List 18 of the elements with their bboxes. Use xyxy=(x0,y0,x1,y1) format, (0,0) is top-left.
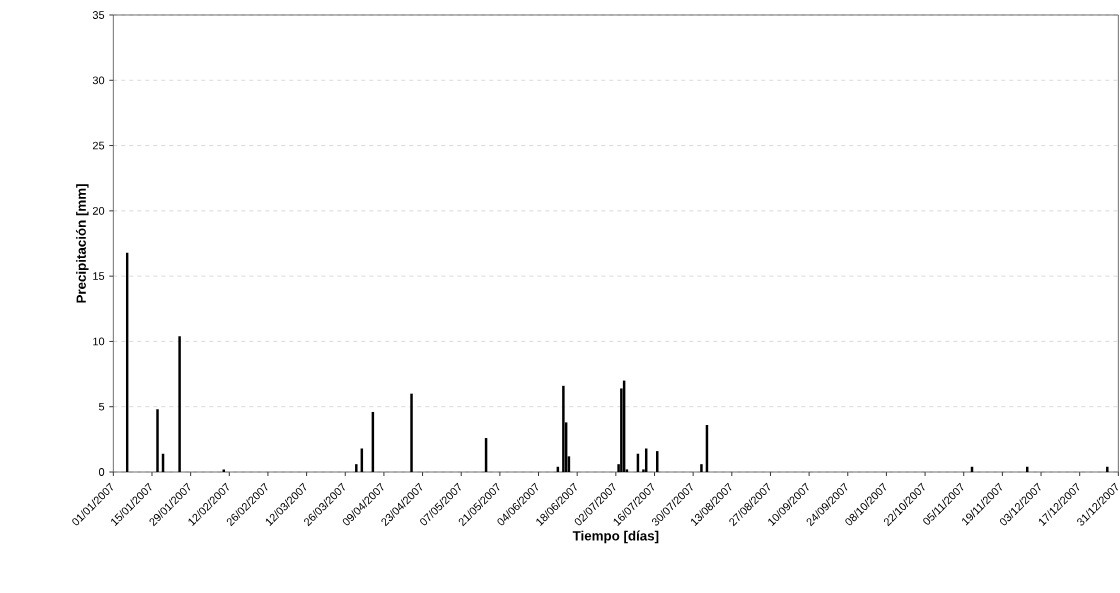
y-tick-label: 15 xyxy=(93,272,105,280)
y-tick-label: 5 xyxy=(98,402,105,411)
y-tick-label: 30 xyxy=(92,76,105,85)
bar xyxy=(410,393,413,472)
bar xyxy=(562,385,565,472)
y-tick-label: 25 xyxy=(92,141,105,150)
y-axis-title: Precipitación [mm] xyxy=(76,184,89,303)
bar xyxy=(1106,466,1109,472)
y-tick-label: 20 xyxy=(92,206,105,215)
x-axis-title: Tiempo [días] xyxy=(572,530,659,544)
bar xyxy=(156,409,159,472)
bar xyxy=(222,469,226,472)
bar xyxy=(178,336,181,472)
bar xyxy=(355,464,358,472)
y-tick-label: 0 xyxy=(98,468,105,476)
y-tick-label: 35 xyxy=(92,11,105,19)
y-tick-label: 10 xyxy=(93,337,105,346)
bar xyxy=(700,464,703,472)
